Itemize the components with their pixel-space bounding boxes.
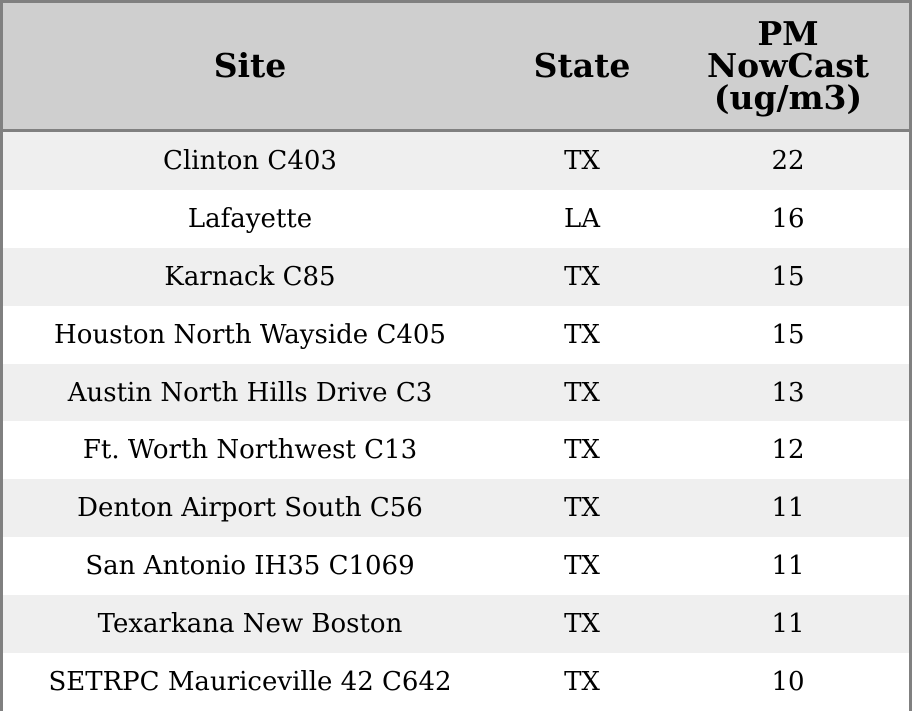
cell-pm-nowcast: 15 [771,319,805,350]
cell-state: TX [564,609,600,640]
cell-pm-nowcast: 15 [771,261,805,292]
column-header-site: Site [3,3,497,129]
cell-pm-nowcast: 11 [771,551,805,582]
cell-site: San Antonio IH35 C1069 [85,551,415,582]
table-row: Austin North Hills Drive C3 TX 13 [3,363,909,422]
cell-state: TX [564,666,600,697]
cell-pm-nowcast: 10 [771,666,805,697]
table-row: Texarkana New Boston TX 11 [3,595,909,654]
cell-site: Texarkana New Boston [97,609,403,640]
table-row: San Antonio IH35 C1069 TX 11 [3,537,909,596]
cell-pm-nowcast: 12 [771,435,805,466]
cell-pm-nowcast: 22 [771,145,805,176]
cell-site: SETRPC Mauriceville 42 C642 [48,666,452,697]
table-row: Ft. Worth Northwest C13 TX 12 [3,421,909,480]
table-body: Clinton C403 TX 22 Lafayette LA 16 Karnack C85… [3,132,909,711]
cell-site: Karnack C85 [164,261,336,292]
table-row: Clinton C403 TX 22 [3,132,909,190]
column-header-pm-line-1: PM [757,14,819,53]
table-row: Karnack C85 TX 15 [3,247,909,306]
column-header-site-label: Site [213,46,287,85]
cell-state: TX [564,377,600,408]
column-header-state-label: State [533,46,631,85]
cell-pm-nowcast: 13 [771,377,805,408]
cell-state: TX [564,319,600,350]
table-row: Lafayette LA 16 [3,189,909,248]
cell-site: Austin North Hills Drive C3 [67,377,433,408]
cell-site: Denton Airport South C56 [77,493,423,524]
cell-state: LA [563,203,601,234]
cell-state: TX [564,261,600,292]
cell-pm-nowcast: 11 [771,493,805,524]
cell-state: TX [564,435,600,466]
cell-site: Clinton C403 [163,145,337,176]
table-row: Houston North Wayside C405 TX 15 [3,305,909,364]
column-header-state: State [497,3,667,129]
cell-state: TX [564,145,600,176]
cell-site: Lafayette [187,203,313,234]
column-header-pm-nowcast: PM NowCast (ug/m3) [667,3,909,129]
cell-site: Houston North Wayside C405 [54,319,446,350]
table-header-row: Site State PM NowCast (ug/m3) [3,3,909,132]
table-row: Denton Airport South C56 TX 11 [3,479,909,538]
cell-state: TX [564,551,600,582]
cell-pm-nowcast: 16 [771,203,805,234]
cell-state: TX [564,493,600,524]
column-header-pm-line-3: (ug/m3) [713,78,863,117]
column-header-pm-line-2: NowCast [706,46,870,85]
cell-pm-nowcast: 11 [771,609,805,640]
table-row: SETRPC Mauriceville 42 C642 TX 10 [3,653,909,711]
cell-site: Ft. Worth Northwest C13 [82,435,418,466]
